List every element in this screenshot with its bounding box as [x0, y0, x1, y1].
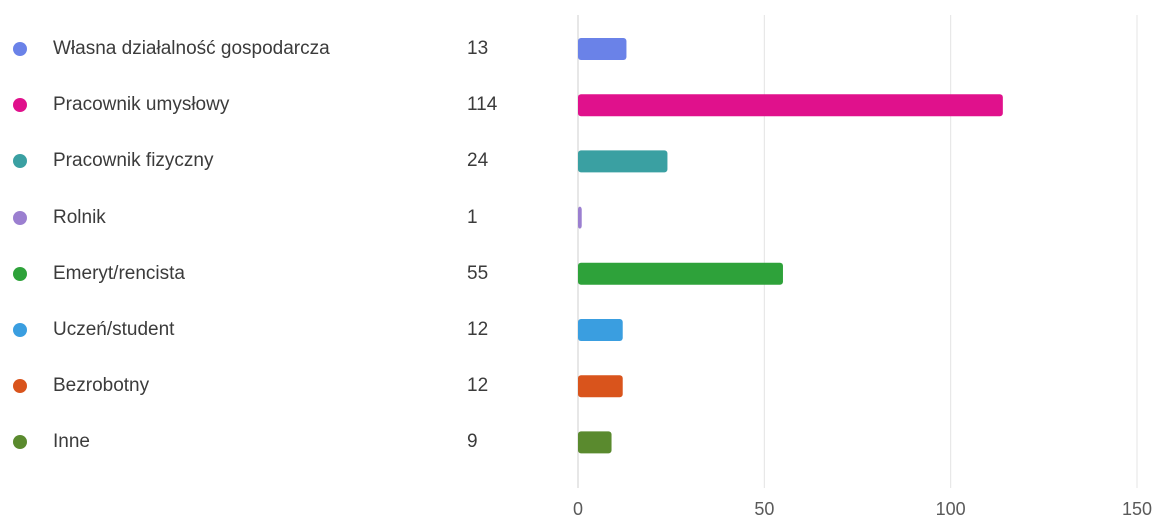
x-axis-ticks: 0 50 100 150: [573, 499, 1152, 519]
legend-dot-icon: [13, 98, 27, 113]
chart-legend: Własna działalność gospodarcza 13 Pracowni…: [0, 0, 540, 521]
legend-dot-icon: [13, 210, 27, 225]
legend-value: 12: [467, 319, 489, 340]
legend-label: Emeryt/rencista: [53, 262, 185, 284]
legend-item-pracownik-umyslowy: Pracownik umysłowy 114: [0, 90, 540, 120]
legend-value: 9: [467, 431, 478, 453]
bar-rolnik: [578, 206, 582, 229]
bar-bezrobotny: [578, 375, 623, 398]
legend-item-uczen-student: Uczeń/student 12: [0, 315, 540, 345]
x-tick-label-0: 0: [573, 499, 583, 519]
legend-label: Inne: [53, 431, 90, 453]
legend-item-pracownik-fizyczny: Pracownik fizyczny 24: [0, 146, 540, 176]
bar-inne: [578, 431, 612, 454]
legend-item-bezrobotny: Bezrobotny 12: [0, 371, 540, 401]
bars: [578, 38, 1003, 454]
x-tick-label-50: 50: [754, 499, 774, 519]
legend-dot-icon: [13, 42, 27, 56]
legend-label: Własna działalność gospodarcza: [53, 38, 330, 59]
legend-item-emeryt-rencista: Emeryt/rencista 55: [0, 259, 540, 289]
legend-label: Rolnik: [53, 206, 106, 228]
legend-dot-icon: [13, 154, 27, 169]
bar-pracownik-fizyczny: [578, 150, 668, 173]
gridlines: [577, 15, 1138, 488]
legend-value: 24: [467, 150, 489, 172]
bar-uczen-student: [578, 319, 623, 341]
legend-dot-icon: [13, 379, 27, 394]
x-tick-label-150: 150: [1122, 499, 1152, 519]
legend-label: Pracownik umysłowy: [53, 94, 230, 116]
legend-item-rolnik: Rolnik 1: [0, 203, 540, 233]
legend-item-inne: Inne 9: [0, 427, 540, 457]
legend-value: 55: [467, 262, 489, 284]
legend-label: Pracownik fizyczny: [53, 150, 214, 172]
legend-label: Bezrobotny: [53, 375, 150, 397]
legend-dot-icon: [13, 266, 27, 281]
legend-item-wlasna-dzialalnosc-gospodarcza: Własna działalność gospodarcza 13: [0, 34, 540, 64]
legend-value: 12: [467, 375, 489, 397]
bar-pracownik-umyslowy: [578, 94, 1003, 117]
legend-dot-icon: [13, 323, 27, 337]
legend-label: Uczeń/student: [53, 319, 175, 340]
bar-emeryt-rencista: [578, 262, 783, 285]
legend-value: 1: [467, 206, 478, 228]
x-tick-label-100: 100: [936, 499, 966, 519]
legend-value: 13: [467, 38, 489, 59]
legend-dot-icon: [13, 435, 27, 450]
bar-wlasna-dzialalnosc-gospodarcza: [578, 38, 627, 60]
legend-value: 114: [467, 94, 498, 116]
